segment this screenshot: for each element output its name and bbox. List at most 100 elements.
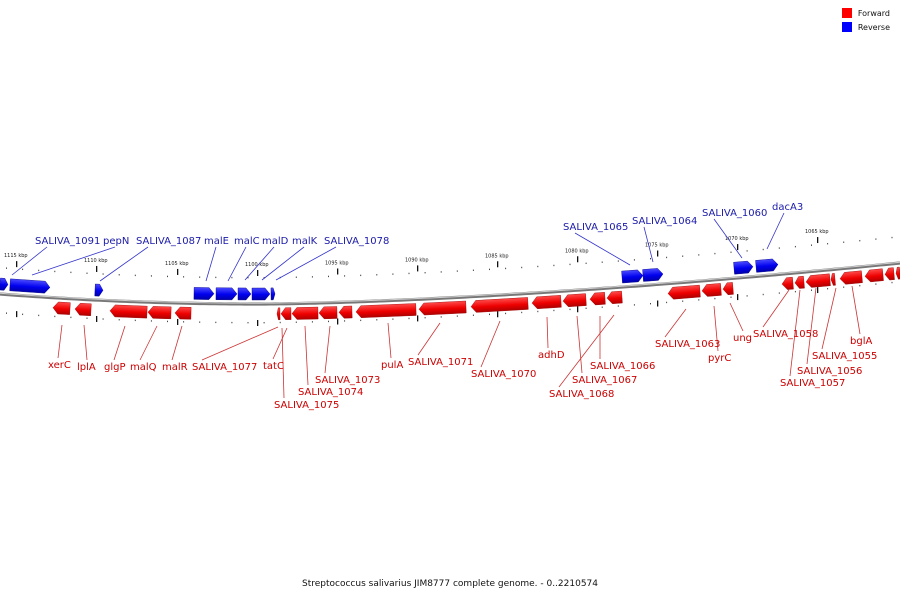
forward-gene-arrow[interactable] xyxy=(794,275,805,289)
forward-gene-arrow[interactable] xyxy=(884,267,895,281)
forward-gene-label[interactable]: xerC xyxy=(48,360,71,371)
forward-gene[interactable] xyxy=(864,268,884,283)
forward-gene-arrow[interactable] xyxy=(147,306,172,320)
reverse-gene-arrow[interactable] xyxy=(0,277,9,291)
forward-gene-arrow[interactable] xyxy=(864,268,884,283)
forward-gene-label[interactable]: malQ xyxy=(130,362,157,373)
reverse-gene-arrow[interactable] xyxy=(733,260,754,275)
forward-gene-arrow[interactable] xyxy=(109,304,148,319)
forward-gene-label[interactable]: SALIVA_1063 xyxy=(655,339,720,350)
reverse-gene-arrow[interactable] xyxy=(251,287,271,301)
reverse-gene[interactable] xyxy=(621,269,644,284)
forward-gene-label[interactable]: SALIVA_1058 xyxy=(753,329,818,340)
forward-gene[interactable] xyxy=(338,305,353,319)
reverse-gene-label[interactable]: SALIVA_1091 xyxy=(35,236,100,247)
forward-gene[interactable] xyxy=(884,267,895,281)
reverse-gene-arrow[interactable] xyxy=(270,287,276,301)
forward-gene-label[interactable]: pyrC xyxy=(708,353,731,364)
reverse-gene-label[interactable]: SALIVA_1078 xyxy=(324,236,389,247)
forward-gene-label[interactable]: SALIVA_1077 xyxy=(192,362,257,373)
forward-gene-arrow[interactable] xyxy=(52,301,71,315)
forward-gene[interactable] xyxy=(839,270,863,285)
forward-gene-label[interactable]: pulA xyxy=(381,360,403,371)
reverse-gene-arrow[interactable] xyxy=(237,287,252,301)
forward-gene[interactable] xyxy=(606,290,623,304)
forward-gene-label[interactable]: SALIVA_1073 xyxy=(315,375,380,386)
forward-gene-label[interactable]: SALIVA_1067 xyxy=(572,375,637,386)
reverse-gene-arrow[interactable] xyxy=(642,268,664,282)
forward-gene-arrow[interactable] xyxy=(589,292,606,306)
forward-gene-arrow[interactable] xyxy=(805,273,831,288)
forward-gene[interactable] xyxy=(562,293,587,308)
forward-gene-arrow[interactable] xyxy=(830,273,836,286)
forward-gene[interactable] xyxy=(781,276,794,290)
forward-gene[interactable] xyxy=(805,273,831,288)
forward-gene-arrow[interactable] xyxy=(355,303,417,318)
reverse-gene[interactable] xyxy=(0,277,9,291)
reverse-gene[interactable] xyxy=(733,260,754,275)
forward-gene[interactable] xyxy=(291,306,319,320)
reverse-gene[interactable] xyxy=(193,287,215,300)
forward-gene-arrow[interactable] xyxy=(839,270,863,285)
forward-gene[interactable] xyxy=(355,303,417,318)
reverse-gene-label[interactable]: malE xyxy=(204,236,229,247)
reverse-gene-label[interactable]: dacA3 xyxy=(772,202,803,213)
reverse-gene-label[interactable]: SALIVA_1065 xyxy=(563,222,628,233)
forward-gene[interactable] xyxy=(794,275,805,289)
forward-gene-arrow[interactable] xyxy=(291,306,319,320)
reverse-gene-arrow[interactable] xyxy=(755,258,779,273)
reverse-gene-arrow[interactable] xyxy=(215,287,238,301)
reverse-gene-label[interactable]: malC xyxy=(234,236,260,247)
reverse-gene-label[interactable]: SALIVA_1087 xyxy=(136,236,201,247)
forward-gene[interactable] xyxy=(147,306,172,320)
forward-gene-label[interactable]: SALIVA_1075 xyxy=(274,400,339,411)
forward-gene[interactable] xyxy=(174,306,192,320)
forward-gene-arrow[interactable] xyxy=(318,306,338,320)
reverse-gene[interactable] xyxy=(270,287,276,301)
forward-gene-arrow[interactable] xyxy=(470,297,529,313)
forward-gene[interactable] xyxy=(280,307,292,320)
reverse-gene-arrow[interactable] xyxy=(193,287,215,300)
forward-gene[interactable] xyxy=(418,300,467,316)
forward-gene[interactable] xyxy=(895,266,900,280)
forward-gene-label[interactable]: ung xyxy=(733,333,752,344)
forward-gene-arrow[interactable] xyxy=(531,295,562,309)
forward-gene[interactable] xyxy=(74,303,92,316)
forward-gene[interactable] xyxy=(109,304,148,319)
reverse-gene[interactable] xyxy=(237,287,252,301)
forward-gene-arrow[interactable] xyxy=(418,300,467,316)
reverse-gene-label[interactable]: malK xyxy=(292,236,318,247)
forward-gene[interactable] xyxy=(667,284,701,300)
forward-gene-label[interactable]: bglA xyxy=(850,336,872,347)
forward-gene-label[interactable]: SALIVA_1055 xyxy=(812,351,877,362)
forward-gene-arrow[interactable] xyxy=(701,283,722,297)
forward-gene-label[interactable]: SALIVA_1070 xyxy=(471,369,536,380)
forward-gene-label[interactable]: adhD xyxy=(538,350,565,361)
reverse-gene[interactable] xyxy=(9,278,51,294)
reverse-gene-arrow[interactable] xyxy=(9,278,51,294)
forward-gene[interactable] xyxy=(722,282,734,295)
reverse-gene[interactable] xyxy=(215,287,238,301)
reverse-gene[interactable] xyxy=(642,268,664,282)
forward-gene[interactable] xyxy=(470,297,529,313)
forward-gene-label[interactable]: malR xyxy=(162,362,188,373)
reverse-gene-arrow[interactable] xyxy=(94,283,104,297)
forward-gene-label[interactable]: SALIVA_1068 xyxy=(549,389,614,400)
forward-gene-arrow[interactable] xyxy=(722,282,734,295)
forward-gene[interactable] xyxy=(318,306,338,320)
forward-gene-arrow[interactable] xyxy=(174,306,192,320)
reverse-gene[interactable] xyxy=(755,258,779,273)
forward-gene-arrow[interactable] xyxy=(562,293,587,308)
reverse-gene[interactable] xyxy=(251,287,271,301)
reverse-gene-label[interactable]: SALIVA_1060 xyxy=(702,208,767,219)
forward-gene-arrow[interactable] xyxy=(280,307,292,320)
forward-gene-label[interactable]: lplA xyxy=(77,362,96,373)
forward-gene-arrow[interactable] xyxy=(606,290,623,304)
forward-gene-arrow[interactable] xyxy=(667,284,701,300)
forward-gene-arrow[interactable] xyxy=(74,303,92,316)
forward-gene-arrow[interactable] xyxy=(338,305,353,319)
forward-gene-label[interactable]: SALIVA_1056 xyxy=(797,366,862,377)
forward-gene-label[interactable]: tatC xyxy=(263,361,284,372)
forward-gene[interactable] xyxy=(276,307,281,321)
reverse-gene-label[interactable]: pepN xyxy=(103,236,129,247)
